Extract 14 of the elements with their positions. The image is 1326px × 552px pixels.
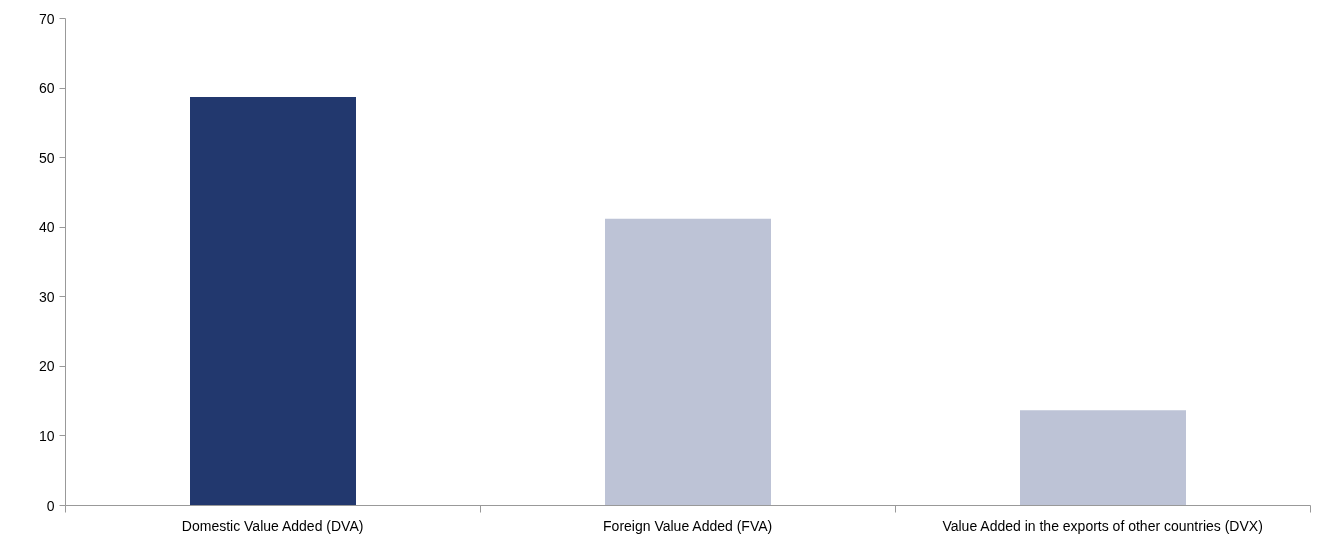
bar	[605, 218, 771, 506]
x-tick-label: Foreign Value Added (FVA)	[603, 517, 773, 534]
x-tick-label: Domestic Value Added (DVA)	[181, 517, 364, 534]
y-tick-label: 10	[38, 427, 55, 444]
y-tick-label: 40	[38, 219, 55, 236]
y-tick-label: 20	[38, 358, 55, 375]
y-tick-label: 30	[38, 288, 55, 305]
bar	[1020, 410, 1186, 506]
y-tick-label: 60	[38, 80, 55, 97]
y-tick-label: 0	[46, 497, 55, 514]
y-tick-label: 50	[38, 149, 55, 166]
y-tick-label: 70	[38, 10, 55, 27]
x-tick-label: Value Added in the exports of other countries (DVX)	[942, 517, 1263, 534]
bar	[190, 97, 356, 506]
